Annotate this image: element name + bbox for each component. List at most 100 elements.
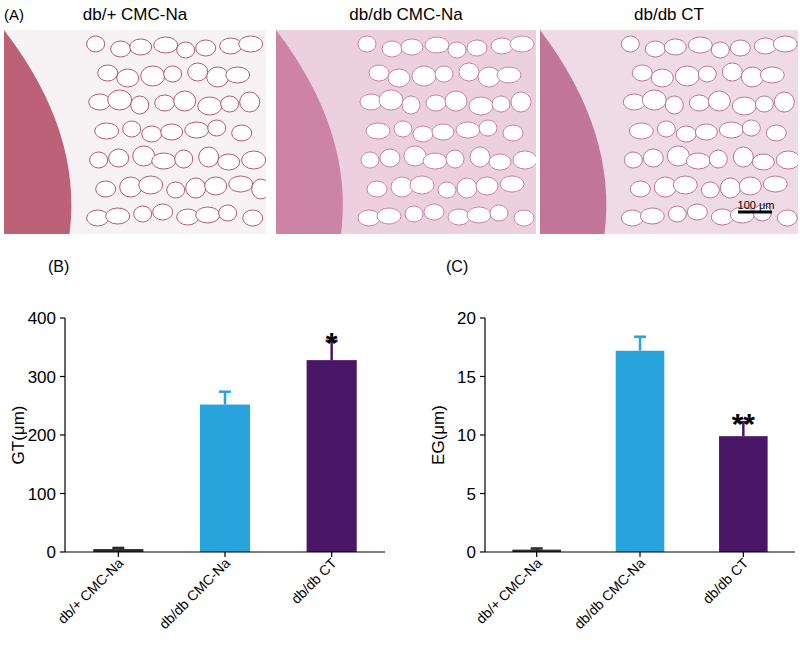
fat-cell: [754, 38, 776, 54]
fat-cell: [448, 42, 466, 58]
fat-cell: [139, 176, 163, 194]
fat-cell: [380, 149, 400, 167]
fat-cell: [207, 67, 229, 87]
chart-title: (B): [48, 258, 69, 275]
fat-cell: [664, 39, 686, 55]
fat-cell: [689, 95, 709, 111]
fat-cell: [186, 178, 206, 198]
fat-cell: [741, 67, 763, 87]
fat-cell: [503, 125, 523, 141]
y-tick-label: 0: [467, 543, 476, 562]
fat-cell: [220, 38, 242, 54]
x-tick: [639, 552, 640, 557]
fat-cell: [742, 120, 760, 136]
fat-cell: [426, 95, 446, 111]
fat-cell: [675, 66, 699, 86]
fat-cell: [134, 206, 152, 222]
fat-cell: [467, 40, 487, 56]
fat-cell: [642, 90, 666, 110]
fat-cell: [424, 204, 444, 220]
fat-cell: [131, 96, 149, 114]
image-background: [4, 30, 266, 234]
fat-cell: [640, 208, 664, 224]
y-tick: [480, 493, 485, 494]
fat-cell: [665, 96, 683, 114]
fat-cell: [686, 153, 710, 169]
error-cap: [634, 335, 646, 338]
fat-cell: [108, 90, 132, 110]
fat-cell: [196, 40, 216, 56]
fat-cell: [777, 210, 797, 226]
fat-cell: [87, 36, 105, 52]
fat-cell: [720, 178, 740, 198]
fat-cell: [412, 66, 436, 86]
bar: [616, 351, 665, 552]
fat-cell: [394, 121, 412, 137]
fat-cell: [367, 181, 387, 197]
fat-cell: [698, 66, 716, 82]
fat-cell: [467, 207, 491, 223]
fat-cell: [438, 182, 456, 198]
fat-cell: [219, 205, 237, 221]
fat-cell: [109, 149, 129, 167]
fat-cell: [752, 154, 774, 170]
fat-cell: [382, 41, 402, 57]
fat-cell: [732, 97, 756, 115]
fat-cell: [470, 147, 490, 167]
fat-cell: [773, 36, 797, 52]
fat-cell: [153, 204, 173, 220]
y-tick: [60, 434, 65, 435]
fat-cell: [177, 42, 195, 58]
error-stem: [224, 392, 227, 405]
error-bar: [634, 337, 646, 351]
fat-cell: [476, 177, 498, 195]
fat-cell: [117, 69, 139, 87]
y-tick: [60, 376, 65, 377]
fat-cell: [177, 209, 199, 225]
fat-cell: [459, 63, 479, 81]
significance-marker: **: [732, 407, 756, 440]
x-tick-label: db/db CMC-Na: [571, 555, 648, 632]
y-tick-label: 10: [457, 426, 476, 445]
error-stem: [639, 337, 642, 351]
fat-cell: [621, 210, 643, 226]
fat-cell: [401, 39, 423, 55]
fat-cell: [645, 41, 665, 57]
fat-cell: [218, 154, 240, 170]
y-axis-label: EG(μm): [429, 405, 448, 465]
histology-image: [4, 30, 266, 234]
fat-cell: [722, 63, 742, 81]
fat-cell: [500, 176, 524, 192]
y-tick: [480, 376, 485, 377]
fat-cell: [141, 66, 165, 86]
fat-cell: [89, 94, 111, 110]
fat-cell: [404, 146, 426, 166]
fat-cell: [489, 154, 511, 170]
plot-area: [512, 337, 767, 552]
fat-cell: [221, 96, 239, 112]
fat-cell: [668, 206, 686, 222]
scale-bar-label: 100 μm: [738, 199, 775, 211]
fat-cell: [377, 208, 401, 224]
fat-cell: [232, 125, 252, 141]
x-tick-label: db/db CMC-Na: [156, 555, 233, 632]
fat-cell: [152, 153, 176, 169]
fat-cell: [774, 92, 794, 112]
fat-cell: [123, 121, 141, 137]
error-bar: [112, 548, 124, 549]
fat-cell: [252, 179, 266, 199]
fat-cell: [208, 120, 226, 136]
fat-cell: [111, 41, 131, 57]
fat-cell: [446, 150, 464, 168]
fat-cell: [711, 42, 729, 58]
fat-cell: [497, 67, 521, 83]
error-bar: [531, 548, 543, 549]
fat-cell: [240, 92, 260, 112]
y-tick-label: 200: [28, 426, 56, 445]
fat-cell: [643, 149, 663, 167]
fat-cell: [709, 150, 727, 168]
fat-cell: [98, 65, 118, 81]
fat-cell: [161, 124, 183, 140]
y-tick-label: 100: [28, 485, 56, 504]
y-tick-label: 300: [28, 368, 56, 387]
